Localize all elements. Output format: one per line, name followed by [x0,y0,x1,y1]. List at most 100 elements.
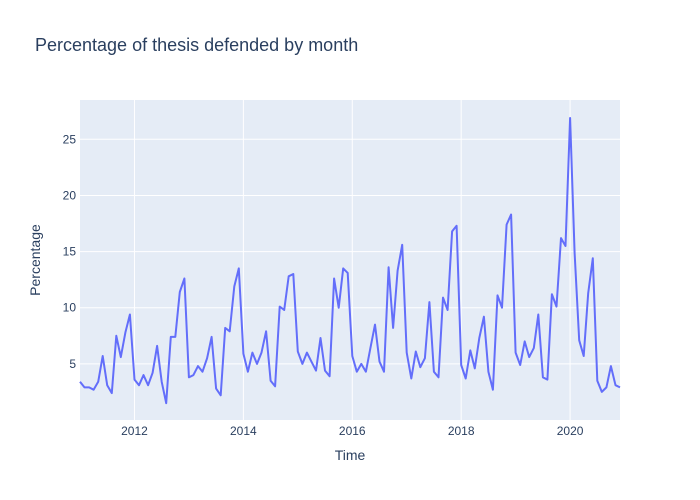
data-point[interactable] [313,368,319,374]
data-point[interactable] [254,361,260,367]
data-point[interactable] [272,383,278,389]
data-point[interactable] [150,370,156,376]
data-point[interactable] [594,378,600,384]
data-point[interactable] [177,289,183,295]
data-point[interactable] [345,270,351,276]
data-point[interactable] [463,376,469,382]
data-point[interactable] [531,345,537,351]
data-point[interactable] [104,382,110,388]
data-point[interactable] [154,343,160,349]
data-point[interactable] [340,265,346,271]
data-point[interactable] [567,115,573,121]
data-point[interactable] [526,354,532,360]
data-point[interactable] [504,222,510,228]
data-point[interactable] [490,387,496,393]
data-point[interactable] [190,372,196,378]
data-point[interactable] [426,299,432,305]
data-point[interactable] [399,242,405,248]
data-point[interactable] [141,372,147,378]
data-point[interactable] [454,223,460,229]
data-point[interactable] [367,345,373,351]
data-point[interactable] [109,390,115,396]
data-point[interactable] [572,250,578,256]
data-point[interactable] [395,268,401,274]
data-point[interactable] [363,369,369,375]
data-point[interactable] [91,387,97,393]
data-point[interactable] [318,335,324,341]
data-point[interactable] [358,361,364,367]
data-point[interactable] [181,276,187,282]
data-point[interactable] [145,382,151,388]
data-point[interactable] [349,353,355,359]
data-point[interactable] [481,314,487,320]
data-point[interactable] [413,349,419,355]
data-point[interactable] [299,361,305,367]
data-point[interactable] [213,386,219,392]
data-point[interactable] [118,354,124,360]
data-point[interactable] [499,305,505,311]
data-point[interactable] [281,307,287,313]
data-point[interactable] [331,276,337,282]
data-point[interactable] [336,305,342,311]
data-point[interactable] [259,350,265,356]
data-point[interactable] [417,364,423,370]
data-point[interactable] [472,365,478,371]
data-point[interactable] [209,334,215,340]
data-point[interactable] [476,335,482,341]
data-point[interactable] [495,292,501,298]
data-point[interactable] [122,329,128,335]
data-point[interactable] [227,328,233,334]
data-point[interactable] [386,264,392,270]
data-point[interactable] [372,322,378,328]
data-point[interactable] [218,392,224,398]
data-point[interactable] [390,325,396,331]
data-point[interactable] [200,369,206,375]
data-point[interactable] [304,350,310,356]
data-point[interactable] [249,350,255,356]
data-point[interactable] [576,337,582,343]
data-point[interactable] [322,368,328,374]
data-point[interactable] [308,359,314,365]
data-point[interactable] [563,243,569,249]
data-point[interactable] [617,384,623,390]
data-point[interactable] [240,351,246,357]
data-point[interactable] [377,359,383,365]
data-point[interactable] [77,379,83,385]
data-point[interactable] [422,355,428,361]
data-point[interactable] [263,328,269,334]
data-point[interactable] [195,363,201,369]
data-point[interactable] [581,353,587,359]
data-point[interactable] [268,378,274,384]
data-point[interactable] [544,377,550,383]
data-point[interactable] [449,228,455,234]
data-point[interactable] [159,379,165,385]
data-point[interactable] [445,307,451,313]
data-point[interactable] [95,379,101,385]
data-point[interactable] [508,212,514,218]
data-point[interactable] [404,350,410,356]
data-point[interactable] [535,312,541,318]
data-point[interactable] [354,369,360,375]
data-point[interactable] [585,290,591,296]
data-point[interactable] [440,295,446,301]
data-point[interactable] [558,235,564,241]
data-point[interactable] [522,338,528,344]
data-point[interactable] [132,377,138,383]
data-point[interactable] [231,283,237,289]
data-point[interactable] [113,333,119,339]
data-point[interactable] [467,347,473,353]
data-point[interactable] [327,373,333,379]
data-point[interactable] [295,349,301,355]
data-point[interactable] [554,304,560,310]
data-point[interactable] [517,362,523,368]
data-point[interactable] [236,265,242,271]
data-point[interactable] [590,255,596,261]
data-point[interactable] [127,312,133,318]
data-point[interactable] [599,389,605,395]
data-point[interactable] [290,271,296,277]
data-point[interactable] [163,400,169,406]
data-point[interactable] [408,376,414,382]
data-point[interactable] [381,369,387,375]
data-point[interactable] [603,384,609,390]
data-point[interactable] [100,353,106,359]
